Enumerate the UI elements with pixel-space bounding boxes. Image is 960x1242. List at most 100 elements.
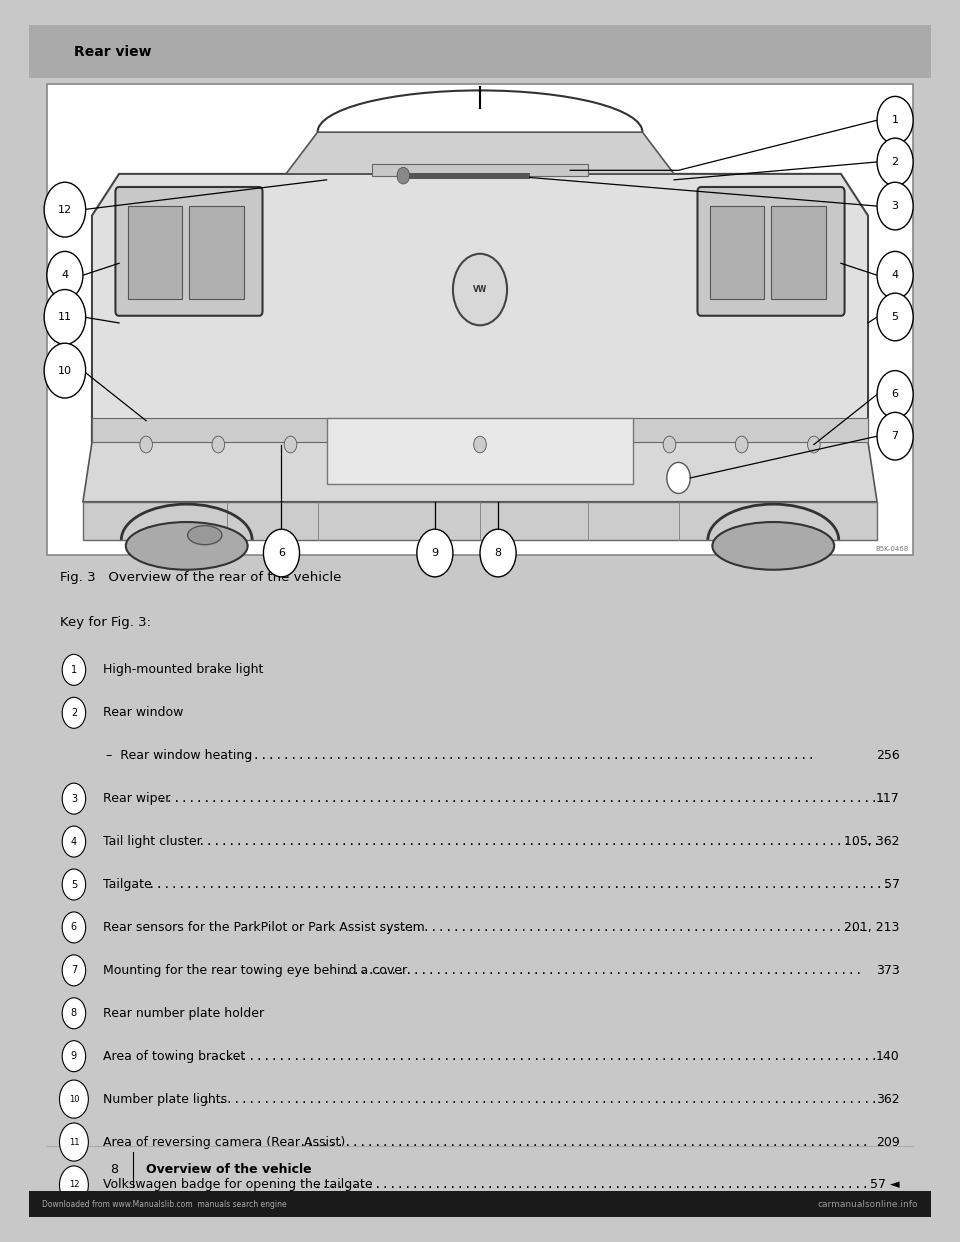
Circle shape [140, 436, 153, 453]
Circle shape [62, 997, 85, 1028]
Text: 6: 6 [71, 923, 77, 933]
Text: VW: VW [473, 284, 487, 294]
Text: 8: 8 [494, 548, 502, 558]
Text: B5K-0468: B5K-0468 [876, 545, 908, 551]
Text: Rear wiper: Rear wiper [103, 792, 170, 805]
Bar [128, 206, 182, 299]
Bar [772, 206, 826, 299]
Text: –  Rear window heating: – Rear window heating [106, 749, 252, 763]
Circle shape [807, 436, 820, 453]
Circle shape [877, 138, 913, 186]
Text: 1: 1 [892, 116, 899, 125]
Text: High-mounted brake light: High-mounted brake light [103, 663, 263, 677]
Polygon shape [83, 442, 877, 502]
Text: 117: 117 [876, 792, 900, 805]
Bar [403, 173, 530, 179]
Bar [372, 164, 588, 176]
Text: Rear number plate holder: Rear number plate holder [103, 1007, 264, 1020]
Text: 2: 2 [892, 156, 899, 166]
Text: Tailgate: Tailgate [103, 878, 152, 891]
Circle shape [453, 253, 507, 325]
Text: .....................................................................: ........................................… [345, 964, 862, 977]
Circle shape [284, 436, 297, 453]
Circle shape [60, 1123, 88, 1161]
Circle shape [877, 412, 913, 460]
Text: ................................................................................: ........................................… [157, 792, 885, 805]
Circle shape [877, 183, 913, 230]
Circle shape [44, 343, 85, 397]
Bar [189, 206, 244, 299]
Text: Overview of the vehicle: Overview of the vehicle [146, 1163, 312, 1176]
Bar [710, 206, 764, 299]
Text: 9: 9 [71, 1051, 77, 1061]
Text: ..................................................................: ........................................… [371, 920, 865, 934]
Text: Area of reversing camera (Rear Assist): Area of reversing camera (Rear Assist) [103, 1135, 345, 1149]
Circle shape [877, 293, 913, 340]
Circle shape [263, 529, 300, 576]
Ellipse shape [712, 522, 834, 570]
Text: carmanualsonline.info: carmanualsonline.info [817, 1200, 918, 1208]
Circle shape [62, 955, 85, 986]
Circle shape [44, 183, 85, 237]
Circle shape [397, 168, 410, 184]
Circle shape [62, 826, 85, 857]
Text: 209: 209 [876, 1135, 900, 1149]
Text: 201, 213: 201, 213 [844, 920, 900, 934]
Text: 7: 7 [71, 965, 77, 975]
Text: 256: 256 [876, 749, 900, 763]
Bar [92, 419, 868, 442]
Text: 4: 4 [61, 271, 68, 281]
Text: ................................................................................: ........................................… [148, 878, 890, 891]
Bar [83, 502, 877, 540]
Text: 9: 9 [431, 548, 439, 558]
Circle shape [60, 1081, 88, 1118]
Text: 11: 11 [69, 1138, 79, 1146]
Text: 3: 3 [71, 794, 77, 804]
Circle shape [877, 97, 913, 144]
Circle shape [44, 289, 85, 344]
Ellipse shape [126, 522, 248, 570]
Circle shape [47, 251, 83, 299]
Circle shape [480, 529, 516, 576]
Bar [326, 419, 634, 484]
FancyBboxPatch shape [29, 25, 931, 78]
Text: 105, 362: 105, 362 [844, 835, 900, 848]
Text: Area of towing bracket: Area of towing bracket [103, 1049, 245, 1063]
Circle shape [62, 912, 85, 943]
Circle shape [735, 436, 748, 453]
Text: 8: 8 [110, 1163, 118, 1176]
Text: 5: 5 [892, 312, 899, 322]
Text: 6: 6 [278, 548, 285, 558]
Circle shape [212, 436, 225, 453]
FancyBboxPatch shape [115, 188, 262, 315]
Text: 373: 373 [876, 964, 900, 977]
Text: Rear window: Rear window [103, 707, 183, 719]
Circle shape [60, 1166, 88, 1203]
Text: Rear view: Rear view [74, 45, 152, 58]
Text: ................................................................................: ........................................… [219, 1049, 878, 1063]
Text: ..........................................................................: ........................................… [315, 1179, 870, 1191]
Text: 140: 140 [876, 1049, 900, 1063]
FancyBboxPatch shape [47, 84, 913, 555]
Circle shape [877, 370, 913, 419]
Text: Volkswagen badge for opening the tailgate: Volkswagen badge for opening the tailgat… [103, 1179, 372, 1191]
Text: 6: 6 [892, 390, 899, 400]
Text: 8: 8 [71, 1009, 77, 1018]
Text: ............................................................................: ........................................… [300, 1135, 870, 1149]
Circle shape [877, 251, 913, 299]
Circle shape [473, 436, 487, 453]
FancyBboxPatch shape [29, 1191, 931, 1217]
Text: 10: 10 [69, 1094, 79, 1104]
Circle shape [663, 436, 676, 453]
Circle shape [62, 784, 85, 815]
Text: 57 ◄: 57 ◄ [870, 1179, 900, 1191]
Text: 4: 4 [892, 271, 899, 281]
Text: Mounting for the rear towing eye behind a cover: Mounting for the rear towing eye behind … [103, 964, 407, 977]
Text: 12: 12 [58, 205, 72, 215]
Text: Tail light cluster: Tail light cluster [103, 835, 202, 848]
Ellipse shape [187, 525, 222, 545]
Circle shape [62, 697, 85, 728]
Text: ................................................................................: ........................................… [199, 835, 880, 848]
Text: 10: 10 [58, 365, 72, 375]
Text: 57: 57 [883, 878, 900, 891]
